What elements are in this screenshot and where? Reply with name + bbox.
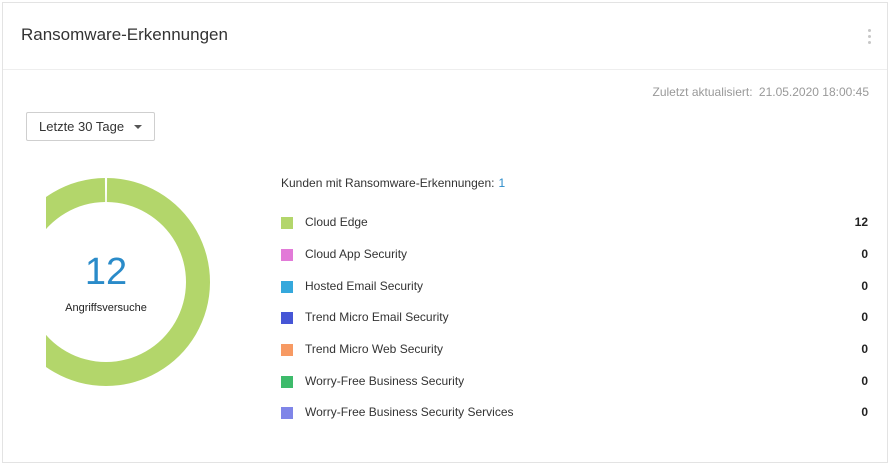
legend-item[interactable]: Hosted Email Security 0 <box>281 279 868 295</box>
donut-chart-svg <box>46 178 210 386</box>
legend-swatch <box>281 281 293 293</box>
last-updated-label: Zuletzt aktualisiert: <box>652 85 753 99</box>
header-divider <box>3 69 887 70</box>
last-updated: Zuletzt aktualisiert: 21.05.2020 18:00:4… <box>650 85 870 99</box>
legend-value: 0 <box>861 279 868 293</box>
donut-caption: Angriffsversuche <box>65 302 147 314</box>
donut-chart <box>46 174 218 390</box>
period-dropdown-value: Letzte 30 Tage <box>39 119 125 134</box>
legend-label: Cloud App Security <box>305 247 408 261</box>
more-options-icon[interactable] <box>867 29 871 49</box>
donut-total-value: 12 <box>84 251 128 293</box>
legend-value: 0 <box>861 310 868 324</box>
legend-swatch <box>281 376 293 388</box>
legend-swatch <box>281 407 293 419</box>
legend-item[interactable]: Trend Micro Web Security 0 <box>281 342 868 358</box>
legend-value: 0 <box>861 405 868 419</box>
legend-label: Worry-Free Business Security Services <box>305 405 514 419</box>
legend-item[interactable]: Trend Micro Email Security 0 <box>281 310 868 326</box>
customers-label: Kunden mit Ransomware-Erkennungen: <box>281 176 495 190</box>
legend-label: Trend Micro Web Security <box>305 342 444 356</box>
widget-title: Ransomware-Erkennungen <box>21 25 228 44</box>
legend-item[interactable]: Worry-Free Business Security 0 <box>281 374 868 390</box>
legend-swatch <box>281 344 293 356</box>
period-dropdown[interactable]: Letzte 30 Tage <box>26 112 155 141</box>
customers-count[interactable]: 1 <box>498 176 506 190</box>
legend-label: Hosted Email Security <box>305 279 424 293</box>
legend-value: 0 <box>861 342 868 356</box>
last-updated-value: 21.05.2020 18:00:45 <box>758 85 869 99</box>
legend-label: Cloud Edge <box>305 215 368 229</box>
legend-value: 0 <box>861 247 868 261</box>
legend-item[interactable]: Cloud Edge 12 <box>281 215 868 231</box>
legend-item[interactable]: Cloud App Security 0 <box>281 247 868 263</box>
legend-swatch <box>281 312 293 324</box>
legend-value: 12 <box>854 215 868 229</box>
legend-value: 0 <box>861 374 868 388</box>
legend-swatch <box>281 249 293 261</box>
legend-label: Worry-Free Business Security <box>305 374 465 388</box>
customers-summary: Kunden mit Ransomware-Erkennungen: 1 <box>281 176 505 190</box>
caret-down-icon <box>134 125 142 129</box>
donut-slice-cloud-edge[interactable] <box>46 178 210 386</box>
legend-label: Trend Micro Email Security <box>305 310 449 324</box>
legend-swatch <box>281 217 293 229</box>
legend-item[interactable]: Worry-Free Business Security Services 0 <box>281 405 868 421</box>
